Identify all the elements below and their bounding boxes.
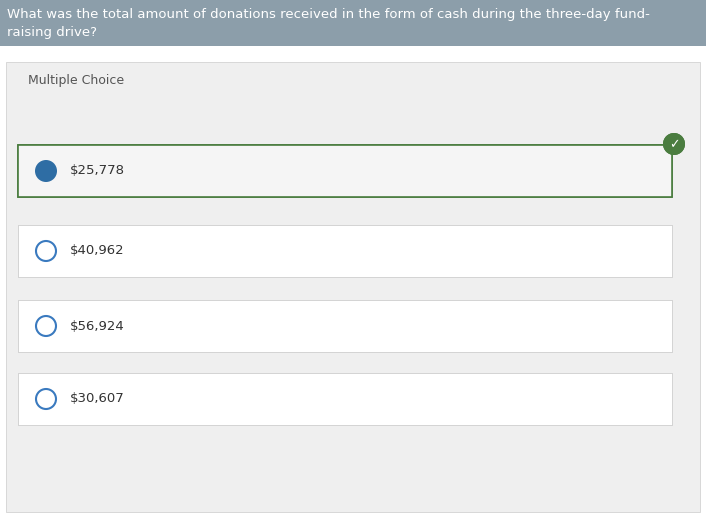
Text: $30,607: $30,607 (70, 393, 125, 406)
FancyBboxPatch shape (18, 373, 672, 425)
FancyBboxPatch shape (18, 225, 672, 277)
Text: raising drive?: raising drive? (7, 26, 97, 39)
FancyBboxPatch shape (18, 292, 672, 300)
FancyBboxPatch shape (18, 145, 672, 197)
Circle shape (663, 133, 685, 155)
FancyBboxPatch shape (18, 145, 672, 197)
FancyBboxPatch shape (18, 300, 672, 352)
Text: $40,962: $40,962 (70, 245, 125, 257)
Circle shape (36, 241, 56, 261)
Circle shape (36, 389, 56, 409)
FancyBboxPatch shape (18, 365, 672, 373)
FancyBboxPatch shape (18, 225, 672, 277)
Circle shape (35, 160, 57, 182)
Text: What was the total amount of donations received in the form of cash during the t: What was the total amount of donations r… (7, 8, 650, 21)
Text: $56,924: $56,924 (70, 319, 125, 332)
Circle shape (36, 389, 56, 409)
Text: Multiple Choice: Multiple Choice (28, 74, 124, 87)
Text: ✓: ✓ (669, 138, 679, 152)
FancyBboxPatch shape (18, 300, 672, 352)
FancyBboxPatch shape (18, 217, 672, 225)
Text: $56,924: $56,924 (70, 319, 125, 332)
Text: $25,778: $25,778 (70, 165, 125, 178)
Circle shape (35, 160, 57, 182)
Text: $30,607: $30,607 (70, 393, 125, 406)
Circle shape (36, 316, 56, 336)
FancyBboxPatch shape (18, 373, 672, 425)
FancyBboxPatch shape (0, 0, 706, 46)
Text: ✓: ✓ (669, 138, 679, 152)
Circle shape (663, 133, 685, 155)
Text: $25,778: $25,778 (70, 165, 125, 178)
FancyBboxPatch shape (6, 62, 700, 512)
Text: $40,962: $40,962 (70, 245, 125, 257)
Circle shape (36, 241, 56, 261)
Circle shape (36, 316, 56, 336)
